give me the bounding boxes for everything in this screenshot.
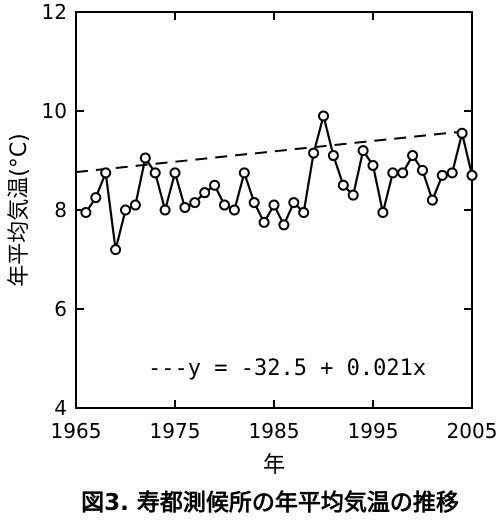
data-point [80, 206, 92, 218]
data-point [149, 167, 161, 179]
data-point [159, 204, 171, 216]
x-tick-label: 2005 [447, 419, 498, 443]
data-point [436, 169, 448, 181]
series-line [84, 111, 474, 250]
data-point [387, 167, 399, 179]
data-point [199, 187, 211, 199]
data-point [456, 127, 468, 139]
data-point [357, 145, 369, 157]
data-point [327, 150, 339, 162]
data-point [219, 199, 230, 211]
data-point [337, 179, 349, 191]
data-point [169, 167, 181, 179]
data-point [318, 110, 329, 122]
x-tick-label: 1985 [249, 419, 300, 443]
x-tick-label: 1965 [51, 419, 102, 443]
y-tick-label: 4 [54, 396, 67, 420]
data-point [209, 179, 221, 191]
data-point [268, 199, 280, 211]
data-point [288, 197, 300, 209]
y-axis-title: 年平均気温(°C) [7, 133, 32, 287]
data-point [179, 202, 191, 214]
y-tick-label: 12 [42, 0, 67, 24]
trendline [75, 129, 473, 174]
y-tick-label: 6 [54, 297, 67, 321]
data-point [347, 189, 359, 201]
data-point [377, 206, 389, 218]
data-points [80, 110, 478, 256]
data-point [258, 216, 270, 228]
data-point [110, 244, 122, 256]
data-point [367, 159, 379, 171]
data-point [278, 219, 290, 231]
x-tick-label: 1995 [348, 419, 399, 443]
data-point [189, 197, 201, 209]
data-point [238, 167, 250, 179]
figure-caption: 図3. 寿都測候所の年平均気温の推移 [81, 489, 459, 516]
data-point [308, 147, 320, 159]
data-point [397, 167, 409, 179]
data-point [298, 206, 310, 218]
trend-equation: ---y = -32.5 + 0.021x [148, 356, 426, 381]
data-point [407, 150, 419, 162]
data-point [228, 204, 240, 216]
data-point [466, 169, 478, 181]
data-point [129, 199, 141, 211]
data-point [417, 164, 428, 176]
x-tick-label: 1975 [150, 419, 201, 443]
data-point [90, 192, 102, 204]
data-point [120, 204, 131, 216]
data-point [426, 194, 438, 206]
y-tick-label: 8 [54, 198, 67, 222]
x-axis-title: 年 [263, 453, 285, 478]
data-point [139, 152, 151, 164]
y-tick-label: 10 [42, 99, 67, 123]
data-point [100, 167, 112, 179]
axis-ticks [75, 11, 473, 409]
data-point [446, 167, 458, 179]
tick-labels: 1965 1975 1985 1995 2005 4 6 8 10 12 [42, 0, 498, 443]
data-point [248, 197, 260, 209]
